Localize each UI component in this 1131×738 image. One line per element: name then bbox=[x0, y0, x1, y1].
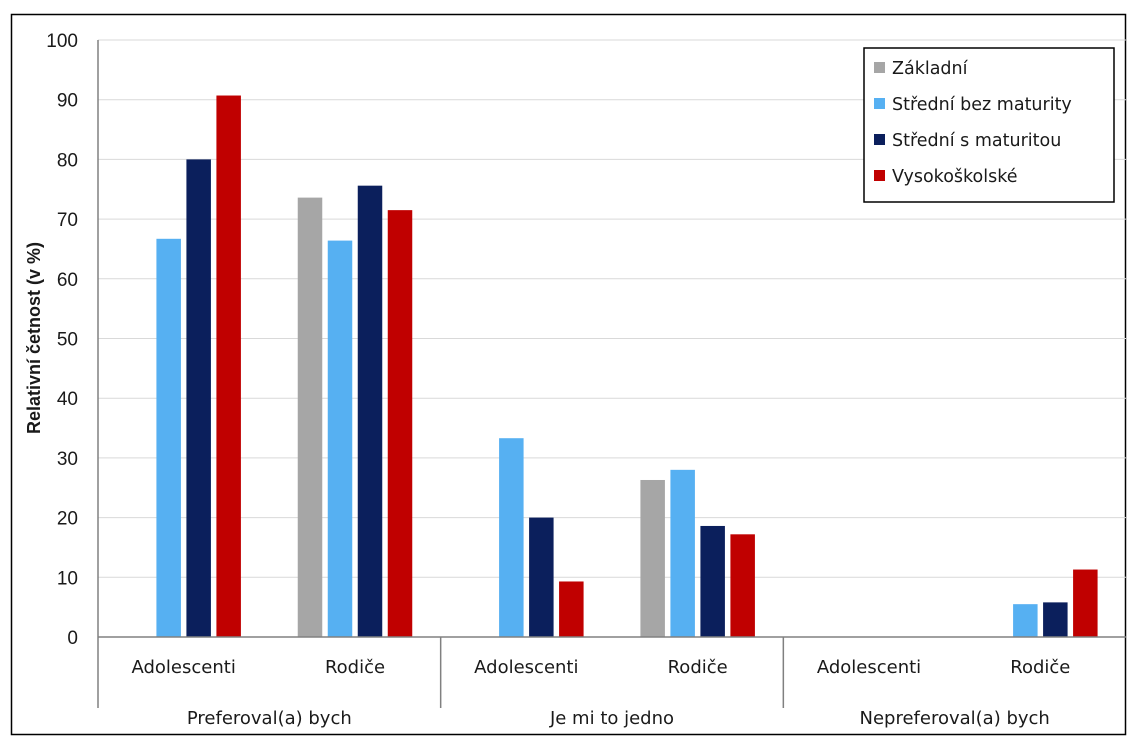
y-tick-label: 70 bbox=[57, 210, 78, 231]
bar bbox=[156, 238, 181, 637]
legend-box bbox=[863, 47, 1115, 203]
legend-label: Střední s maturitou bbox=[892, 131, 1061, 151]
legend-swatch bbox=[874, 98, 885, 109]
bar bbox=[700, 525, 725, 637]
bar bbox=[357, 185, 383, 637]
bar bbox=[327, 240, 353, 638]
bar bbox=[499, 438, 524, 637]
bar bbox=[529, 517, 554, 637]
x-category-label: Rodiče bbox=[1010, 657, 1070, 678]
bar bbox=[1043, 602, 1068, 637]
y-tick-label: 80 bbox=[57, 150, 78, 171]
legend-label: Základní bbox=[892, 59, 969, 79]
legend-label: Vysokoškolské bbox=[892, 167, 1018, 187]
x-category-label: Rodiče bbox=[668, 657, 728, 678]
y-tick-label: 40 bbox=[57, 389, 78, 410]
bar bbox=[1073, 569, 1098, 637]
legend: Základní Střední bez maturity Střední s ma… bbox=[863, 47, 1115, 203]
y-axis-title: Relativní četnost (v %) bbox=[24, 242, 44, 434]
x-category-label: Adolescenti bbox=[817, 657, 921, 678]
y-tick-label: 20 bbox=[57, 509, 78, 530]
x-group-label: Nepreferoval(a) bych bbox=[859, 708, 1049, 729]
bar bbox=[640, 479, 665, 637]
bars bbox=[156, 95, 1098, 638]
bar bbox=[1013, 604, 1038, 637]
legend-swatch bbox=[874, 170, 885, 181]
y-axis: 0 10 20 30 40 50 60 70 80 90 100 bbox=[46, 31, 99, 649]
y-tick-label: 30 bbox=[57, 449, 78, 470]
legend-swatch bbox=[874, 134, 885, 145]
bar bbox=[186, 159, 211, 637]
y-tick-label: 90 bbox=[57, 91, 78, 112]
y-tick-label: 50 bbox=[57, 330, 78, 351]
gridlines bbox=[98, 39, 1126, 578]
y-tick-label: 100 bbox=[46, 31, 78, 52]
legend-label: Střední bez maturity bbox=[892, 95, 1072, 115]
y-tick-label: 60 bbox=[57, 270, 78, 291]
bar bbox=[670, 469, 695, 637]
x-group-label: Preferoval(a) bych bbox=[187, 708, 352, 729]
bar bbox=[297, 197, 323, 637]
legend-swatch bbox=[874, 62, 885, 73]
y-tick-label: 10 bbox=[57, 568, 78, 589]
bar bbox=[216, 95, 241, 637]
bar bbox=[387, 210, 413, 637]
x-category-label: Rodiče bbox=[325, 657, 385, 678]
bar bbox=[559, 581, 584, 637]
y-tick-label: 0 bbox=[67, 628, 78, 649]
bar bbox=[730, 534, 755, 637]
x-axis: Adolescenti Rodiče Preferoval(a) bych Adole… bbox=[97, 636, 1126, 729]
x-category-label: Adolescenti bbox=[132, 657, 236, 678]
x-group-label: Je mi to jedno bbox=[549, 708, 674, 729]
x-category-label: Adolescenti bbox=[474, 657, 578, 678]
